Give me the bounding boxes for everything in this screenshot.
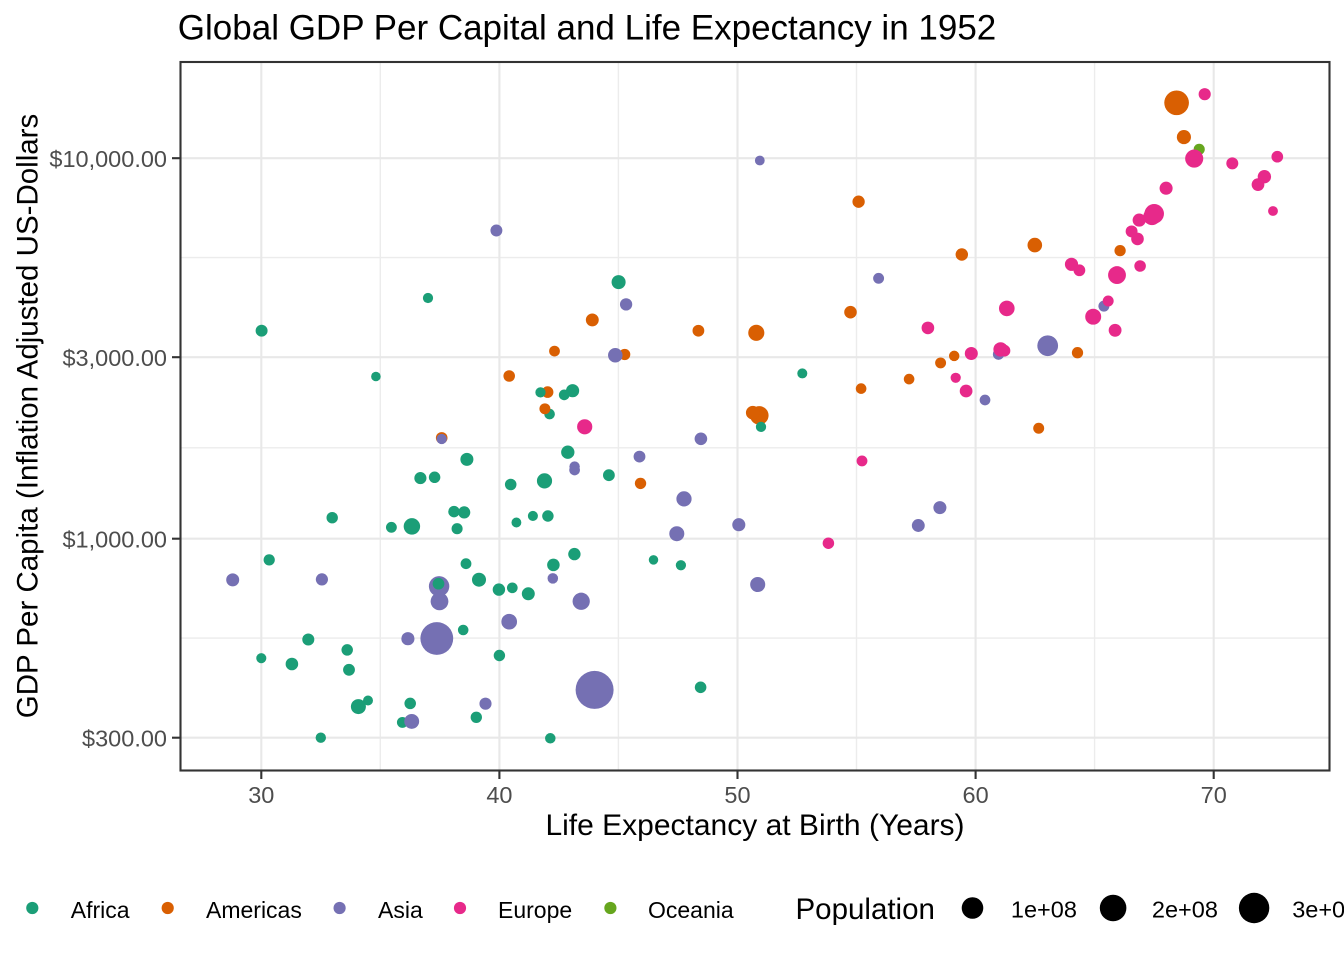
svg-text:Europe: Europe bbox=[498, 897, 572, 923]
svg-text:$1,000.00: $1,000.00 bbox=[62, 526, 167, 552]
svg-text:$3,000.00: $3,000.00 bbox=[62, 345, 167, 371]
svg-text:Life Expectancy at Birth (Year: Life Expectancy at Birth (Years) bbox=[545, 809, 964, 842]
svg-text:$10,000.00: $10,000.00 bbox=[49, 146, 167, 172]
svg-text:70: 70 bbox=[1201, 782, 1227, 808]
svg-text:Americas: Americas bbox=[206, 897, 302, 923]
svg-text:50: 50 bbox=[724, 782, 750, 808]
svg-text:2e+08: 2e+08 bbox=[1152, 897, 1218, 923]
svg-text:1e+08: 1e+08 bbox=[1011, 897, 1077, 923]
svg-text:Global GDP Per Capital and Lif: Global GDP Per Capital and Life Expectan… bbox=[178, 9, 996, 48]
svg-text:40: 40 bbox=[486, 782, 512, 808]
svg-text:30: 30 bbox=[248, 782, 274, 808]
svg-text:GDP Per Capita (Inflation Adju: GDP Per Capita (Inflation Adjusted US-Do… bbox=[12, 114, 45, 718]
svg-text:Oceania: Oceania bbox=[648, 897, 734, 923]
svg-text:Asia: Asia bbox=[378, 897, 423, 923]
svg-text:$300.00: $300.00 bbox=[82, 725, 167, 751]
svg-text:60: 60 bbox=[963, 782, 989, 808]
svg-text:Africa: Africa bbox=[71, 897, 130, 923]
svg-text:3e+08: 3e+08 bbox=[1292, 897, 1344, 923]
svg-text:Population: Population bbox=[796, 893, 935, 926]
